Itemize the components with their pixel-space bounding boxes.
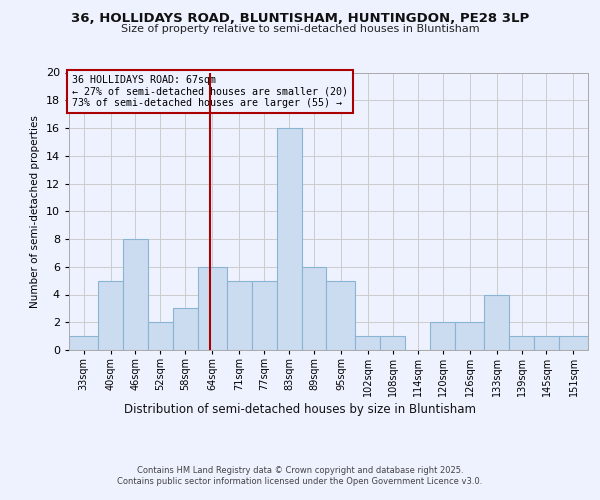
Bar [251, 280, 277, 350]
Text: Distribution of semi-detached houses by size in Bluntisham: Distribution of semi-detached houses by … [124, 402, 476, 415]
Bar [534, 336, 559, 350]
Bar [430, 322, 455, 350]
Bar [173, 308, 198, 350]
Bar [484, 294, 509, 350]
Text: Contains public sector information licensed under the Open Government Licence v3: Contains public sector information licen… [118, 477, 482, 486]
Bar [148, 322, 173, 350]
Bar [227, 280, 251, 350]
Bar [123, 239, 148, 350]
Bar [198, 267, 227, 350]
Text: Size of property relative to semi-detached houses in Bluntisham: Size of property relative to semi-detach… [121, 24, 479, 34]
Bar [277, 128, 302, 350]
Bar [509, 336, 534, 350]
Bar [69, 336, 98, 350]
Text: 36, HOLLIDAYS ROAD, BLUNTISHAM, HUNTINGDON, PE28 3LP: 36, HOLLIDAYS ROAD, BLUNTISHAM, HUNTINGD… [71, 12, 529, 26]
Text: Contains HM Land Registry data © Crown copyright and database right 2025.: Contains HM Land Registry data © Crown c… [137, 466, 463, 475]
Bar [98, 280, 123, 350]
Y-axis label: Number of semi-detached properties: Number of semi-detached properties [30, 115, 40, 308]
Text: 36 HOLLIDAYS ROAD: 67sqm
← 27% of semi-detached houses are smaller (20)
73% of s: 36 HOLLIDAYS ROAD: 67sqm ← 27% of semi-d… [71, 76, 347, 108]
Bar [326, 280, 355, 350]
Bar [380, 336, 406, 350]
Bar [455, 322, 484, 350]
Bar [559, 336, 588, 350]
Bar [302, 267, 326, 350]
Bar [355, 336, 380, 350]
